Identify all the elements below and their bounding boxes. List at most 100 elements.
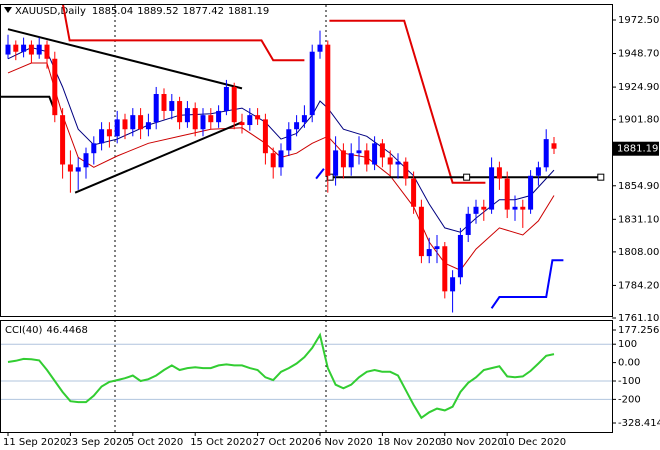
candle-body — [473, 206, 479, 214]
candle-body — [216, 110, 222, 123]
candle-body — [434, 246, 440, 250]
y-tick-label: 1808.00 — [618, 247, 659, 258]
candle-body — [60, 115, 66, 165]
candle-body — [106, 129, 112, 137]
candle-body — [535, 167, 541, 176]
y-tick-label: 1972.50 — [618, 15, 659, 26]
x-tick-label: 30 Nov 2020 — [440, 437, 504, 448]
candle-body — [301, 115, 307, 123]
candle-body — [13, 44, 19, 52]
candle-body — [512, 206, 518, 210]
candle-body — [426, 249, 432, 257]
candle-body — [294, 122, 300, 130]
candle-body — [442, 246, 448, 292]
overlay-line — [315, 168, 564, 309]
y-tick-label: 1761.10 — [618, 313, 659, 324]
y-tick-label: 1948.70 — [618, 49, 659, 60]
candle-body — [239, 122, 245, 126]
candle-body — [450, 277, 456, 292]
chart-header: XAUUSD,Daily 1885.04 1889.52 1877.42 1881.19 — [15, 6, 269, 17]
candle-body — [75, 167, 81, 172]
candle-body — [520, 206, 526, 210]
candle-body — [223, 86, 229, 111]
y-tick-label: 1924.90 — [618, 82, 659, 93]
candle-body — [5, 44, 11, 55]
x-tick-label: 6 Nov 2020 — [315, 437, 373, 448]
candle-body — [21, 44, 27, 52]
x-tick-label: 18 Nov 2020 — [377, 437, 441, 448]
candle-body — [130, 115, 136, 130]
cci-tick-label: 100 — [618, 339, 637, 350]
candle-body — [395, 161, 401, 165]
candle-body — [122, 119, 128, 130]
main-panel — [0, 4, 613, 317]
y-tick-label: 1854.90 — [618, 181, 659, 192]
cci-plot — [1, 332, 612, 420]
axes: 1972.50 1948.70 1924.90 1901.80 1854.90 1831.… — [3, 15, 660, 448]
y-tick-label: 1901.80 — [618, 115, 659, 126]
candle-body — [91, 143, 97, 154]
candle-body — [153, 94, 159, 123]
symbol-icon — [4, 7, 12, 13]
x-tick-label: 10 Dec 2020 — [502, 437, 566, 448]
candle-body — [309, 51, 315, 116]
candle-body — [418, 206, 424, 257]
candle-body — [231, 86, 237, 123]
line-anchor — [463, 173, 471, 181]
candle-body — [286, 129, 292, 151]
candle-body — [145, 122, 151, 130]
overlay-line — [62, 5, 486, 184]
candle-body — [184, 108, 190, 123]
candle-body — [387, 157, 393, 165]
cci-tick-label: 0.00 — [618, 358, 640, 369]
candle-body — [28, 44, 34, 55]
candle-body — [457, 234, 463, 278]
candle-body — [325, 44, 331, 176]
high-value: 1889.52 — [137, 6, 178, 17]
y-tick-label: 1831.10 — [618, 214, 659, 225]
cci-tick-label: -200 — [618, 394, 641, 405]
overlay-line — [74, 121, 243, 194]
candle-body — [169, 101, 175, 111]
candle-body — [543, 139, 549, 168]
candle-body — [255, 115, 261, 120]
cci-tick-label: -328.4146 — [618, 418, 660, 429]
candle-body — [356, 150, 362, 154]
y-tick-label: 1784.20 — [618, 280, 659, 291]
candle-body — [496, 167, 502, 179]
candle-body — [208, 115, 214, 123]
x-tick-label: 27 Oct 2020 — [253, 437, 315, 448]
cci-line — [7, 332, 555, 420]
candle-body — [379, 143, 385, 158]
candle-body — [36, 44, 42, 55]
cci-tick-label: -100 — [618, 376, 641, 387]
x-tick-label: 15 Oct 2020 — [190, 437, 252, 448]
candle-body — [270, 153, 276, 168]
chart-title: XAUUSD,Daily — [15, 6, 86, 17]
candle-body — [67, 164, 73, 172]
candle-body — [364, 150, 370, 165]
x-tick-label: 5 Oct 2020 — [128, 437, 183, 448]
candle-body — [262, 119, 268, 154]
candle-body — [278, 150, 284, 168]
line-anchor — [597, 173, 605, 181]
overlay-line — [7, 28, 243, 90]
open-value: 1885.04 — [92, 6, 133, 17]
x-tick-label: 11 Sep 2020 — [3, 437, 66, 448]
cci-title: CCI(40) — [5, 325, 43, 336]
price-box — [613, 141, 659, 156]
candle-body — [465, 213, 471, 235]
candle-body — [333, 150, 339, 176]
candle-body — [161, 94, 167, 111]
candle-body — [138, 115, 144, 130]
candle-body — [372, 143, 378, 165]
candle-body — [411, 178, 417, 207]
candle-body — [99, 129, 105, 144]
price-label: 1881.19 — [617, 144, 658, 155]
candle-body — [551, 143, 557, 149]
low-value: 1877.42 — [183, 6, 224, 17]
cci-value: 46.4468 — [46, 325, 87, 336]
candle-body — [44, 44, 50, 59]
candle-body — [317, 44, 323, 52]
